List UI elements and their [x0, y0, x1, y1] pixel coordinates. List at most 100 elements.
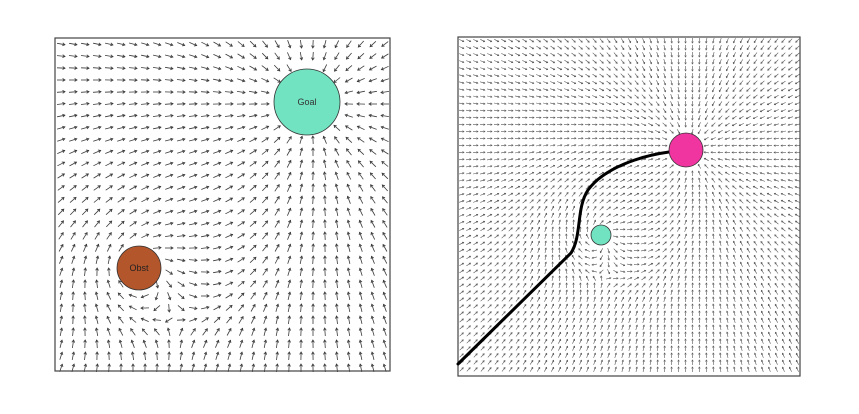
field-arrow-head: [504, 67, 507, 70]
field-arrow-head: [524, 54, 528, 57]
field-arrow-head: [773, 89, 777, 92]
field-arrow: [641, 207, 646, 210]
field-arrow-head: [636, 116, 640, 119]
field-arrow: [592, 73, 597, 78]
field-arrow-head: [194, 102, 198, 106]
field-arrow: [641, 123, 646, 126]
field-arrow-head: [370, 255, 374, 260]
field-arrow-head: [152, 318, 156, 322]
field-arrow-head: [85, 137, 90, 142]
field-arrow: [529, 53, 534, 56]
field-arrow-head: [650, 124, 654, 127]
field-arrow-head: [574, 109, 577, 112]
field-arrow-head: [787, 130, 790, 133]
field-arrow: [705, 192, 708, 197]
field-arrow-head: [299, 207, 304, 211]
field-arrow-head: [253, 137, 258, 141]
field-arrow-head: [559, 74, 563, 78]
field-arrow-head: [671, 164, 674, 167]
field-arrow-head: [539, 102, 542, 105]
field-arrow-head: [622, 178, 626, 181]
field-arrow: [634, 283, 639, 288]
field-arrow: [473, 193, 478, 196]
field-arrow-head: [732, 68, 735, 72]
field-arrow-head: [719, 76, 722, 79]
field-arrow: [273, 64, 281, 72]
field-arrow-head: [169, 173, 174, 178]
field-arrow-head: [194, 125, 198, 130]
field-arrow-head: [552, 61, 556, 64]
field-arrow: [335, 183, 339, 193]
field-arrow: [152, 67, 162, 69]
field-arrow-head: [637, 130, 640, 133]
field-arrow-head: [732, 117, 735, 120]
field-arrow-head: [532, 123, 535, 126]
field-arrow: [781, 116, 786, 119]
field-arrow-head: [752, 192, 756, 195]
field-arrow-head: [752, 137, 755, 140]
field-arrow-head: [780, 213, 784, 216]
field-arrow-head: [182, 102, 186, 106]
field-arrow-head: [216, 327, 220, 332]
field-arrow: [225, 185, 233, 191]
field-arrow: [677, 101, 680, 106]
field-arrow-head: [725, 89, 728, 93]
field-arrow: [788, 95, 793, 98]
field-arrow-head: [192, 328, 196, 332]
field-arrow: [129, 221, 137, 227]
field-arrow-head: [504, 158, 507, 161]
field-arrow: [57, 197, 65, 203]
field-arrow-head: [657, 103, 660, 106]
field-arrow-head: [182, 90, 186, 94]
field-arrow: [472, 102, 479, 105]
field-arrow-head: [704, 124, 707, 127]
field-arrow-head: [518, 109, 521, 112]
field-arrow: [795, 88, 800, 91]
field-arrow-head: [794, 130, 797, 133]
field-arrow-head: [752, 103, 756, 106]
field-arrow: [189, 54, 197, 58]
field-arrow: [459, 88, 464, 91]
field-arrow: [620, 158, 625, 161]
field-arrow: [543, 102, 548, 105]
field-arrow: [164, 103, 174, 105]
field-arrow: [620, 179, 625, 182]
field-arrow-head: [615, 75, 618, 78]
field-arrow: [493, 158, 500, 161]
field-arrow: [733, 66, 736, 71]
field-arrow-head: [182, 234, 186, 238]
field-arrow-head: [287, 291, 292, 295]
field-arrow: [536, 185, 541, 190]
field-arrow-head: [323, 363, 327, 367]
field-arrow-head: [145, 161, 150, 165]
field-arrow-head: [346, 267, 351, 271]
field-arrow: [213, 126, 221, 130]
field-arrow-head: [218, 257, 222, 262]
field-arrow-head: [622, 103, 626, 106]
field-arrow-head: [525, 102, 528, 105]
field-arrow: [323, 136, 327, 144]
field-arrow-head: [651, 158, 654, 161]
field-arrow: [213, 246, 221, 250]
field-arrow: [774, 200, 779, 203]
field-arrow-head: [712, 41, 715, 44]
field-arrow-head: [287, 303, 292, 307]
field-arrow-head: [773, 137, 776, 140]
field-arrow: [740, 52, 743, 57]
field-arrow-head: [773, 123, 776, 126]
field-arrow-head: [691, 205, 694, 208]
field-arrow: [250, 304, 256, 312]
field-arrow-head: [215, 363, 220, 367]
field-arrow: [585, 73, 590, 78]
field-arrow-head: [724, 151, 727, 154]
field-arrow: [480, 46, 485, 49]
field-arrow-head: [368, 137, 373, 141]
field-arrow: [585, 171, 590, 176]
field-arrow-head: [205, 173, 210, 178]
field-arrow-head: [753, 68, 756, 71]
field-arrow-head: [334, 243, 339, 247]
field-arrow-head: [629, 172, 633, 175]
field-arrow-head: [795, 40, 798, 43]
field-arrow-head: [629, 61, 632, 64]
field-arrow: [487, 227, 492, 232]
